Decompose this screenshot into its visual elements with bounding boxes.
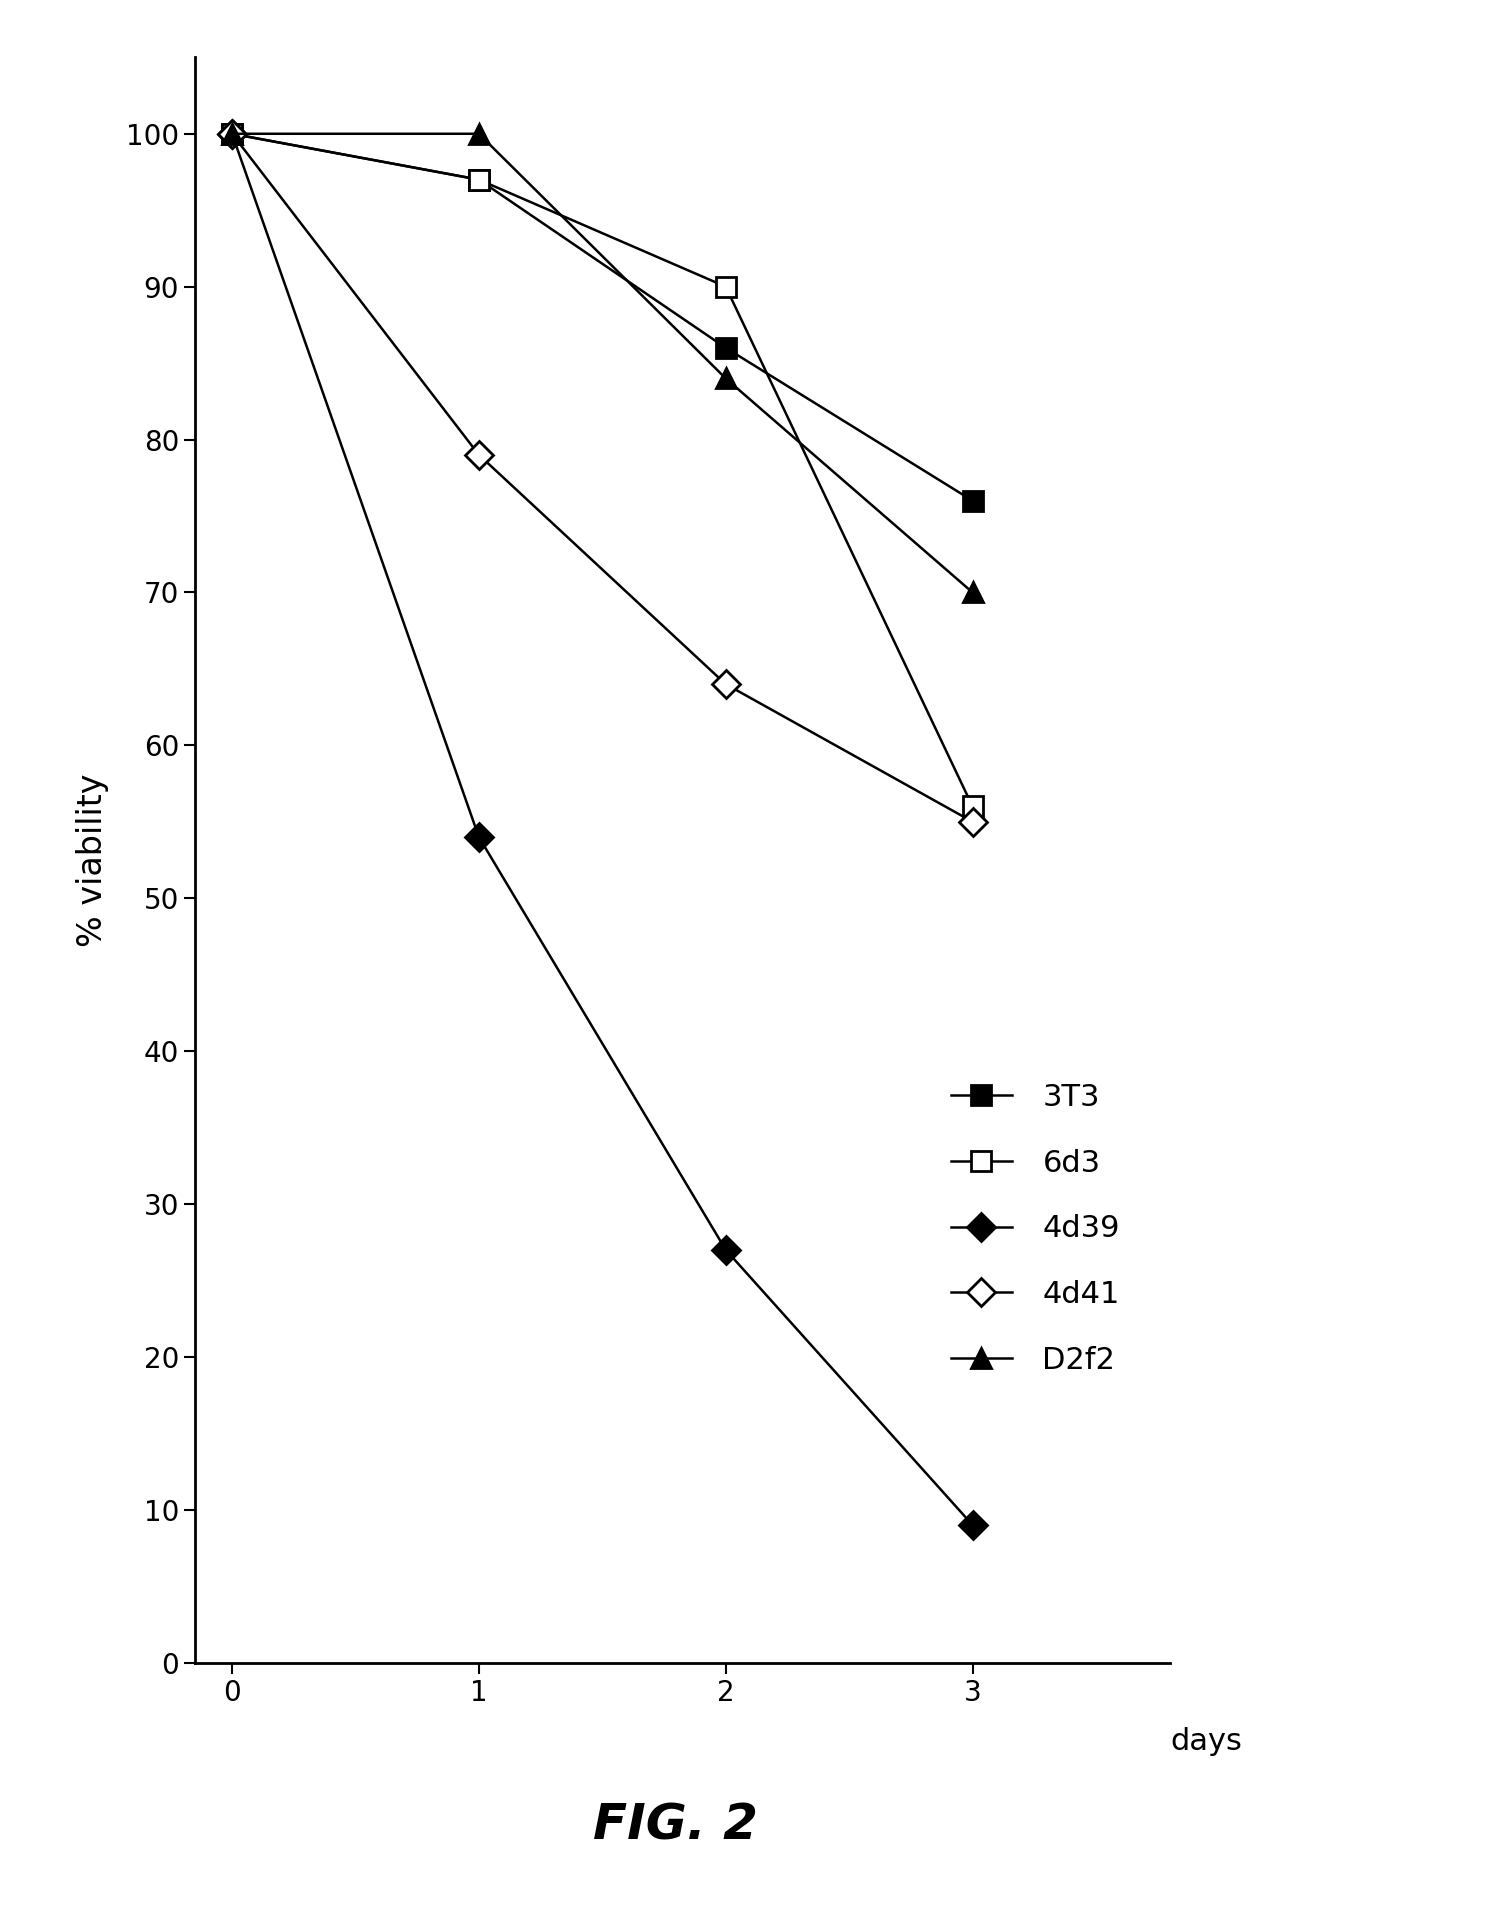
Line: 4d39: 4d39 bbox=[222, 124, 982, 1535]
4d41 bbox=[963, 810, 981, 833]
Line: 4d41: 4d41 bbox=[222, 124, 982, 831]
3T3 bbox=[470, 168, 488, 191]
Line: 6d3: 6d3 bbox=[222, 124, 982, 816]
4d41 bbox=[717, 673, 735, 696]
4d41 bbox=[470, 443, 488, 466]
Legend: 3T3, 6d3, 4d39, 4d41, D2f2: 3T3, 6d3, 4d39, 4d41, D2f2 bbox=[936, 1068, 1136, 1389]
D2f2 bbox=[470, 122, 488, 145]
6d3 bbox=[963, 795, 981, 818]
D2f2 bbox=[224, 122, 242, 145]
3T3 bbox=[224, 122, 242, 145]
3T3 bbox=[717, 336, 735, 359]
D2f2 bbox=[963, 581, 981, 604]
D2f2 bbox=[717, 367, 735, 390]
Line: 3T3: 3T3 bbox=[222, 124, 982, 510]
Line: D2f2: D2f2 bbox=[222, 124, 982, 602]
Y-axis label: % viability: % viability bbox=[76, 774, 110, 946]
4d39 bbox=[224, 122, 242, 145]
4d39 bbox=[963, 1514, 981, 1536]
Text: FIG. 2: FIG. 2 bbox=[592, 1800, 758, 1850]
Text: days: days bbox=[1170, 1728, 1242, 1756]
4d39 bbox=[717, 1238, 735, 1261]
6d3 bbox=[224, 122, 242, 145]
6d3 bbox=[717, 275, 735, 298]
3T3 bbox=[963, 489, 981, 512]
4d41 bbox=[224, 122, 242, 145]
6d3 bbox=[470, 168, 488, 191]
4d39 bbox=[470, 826, 488, 848]
